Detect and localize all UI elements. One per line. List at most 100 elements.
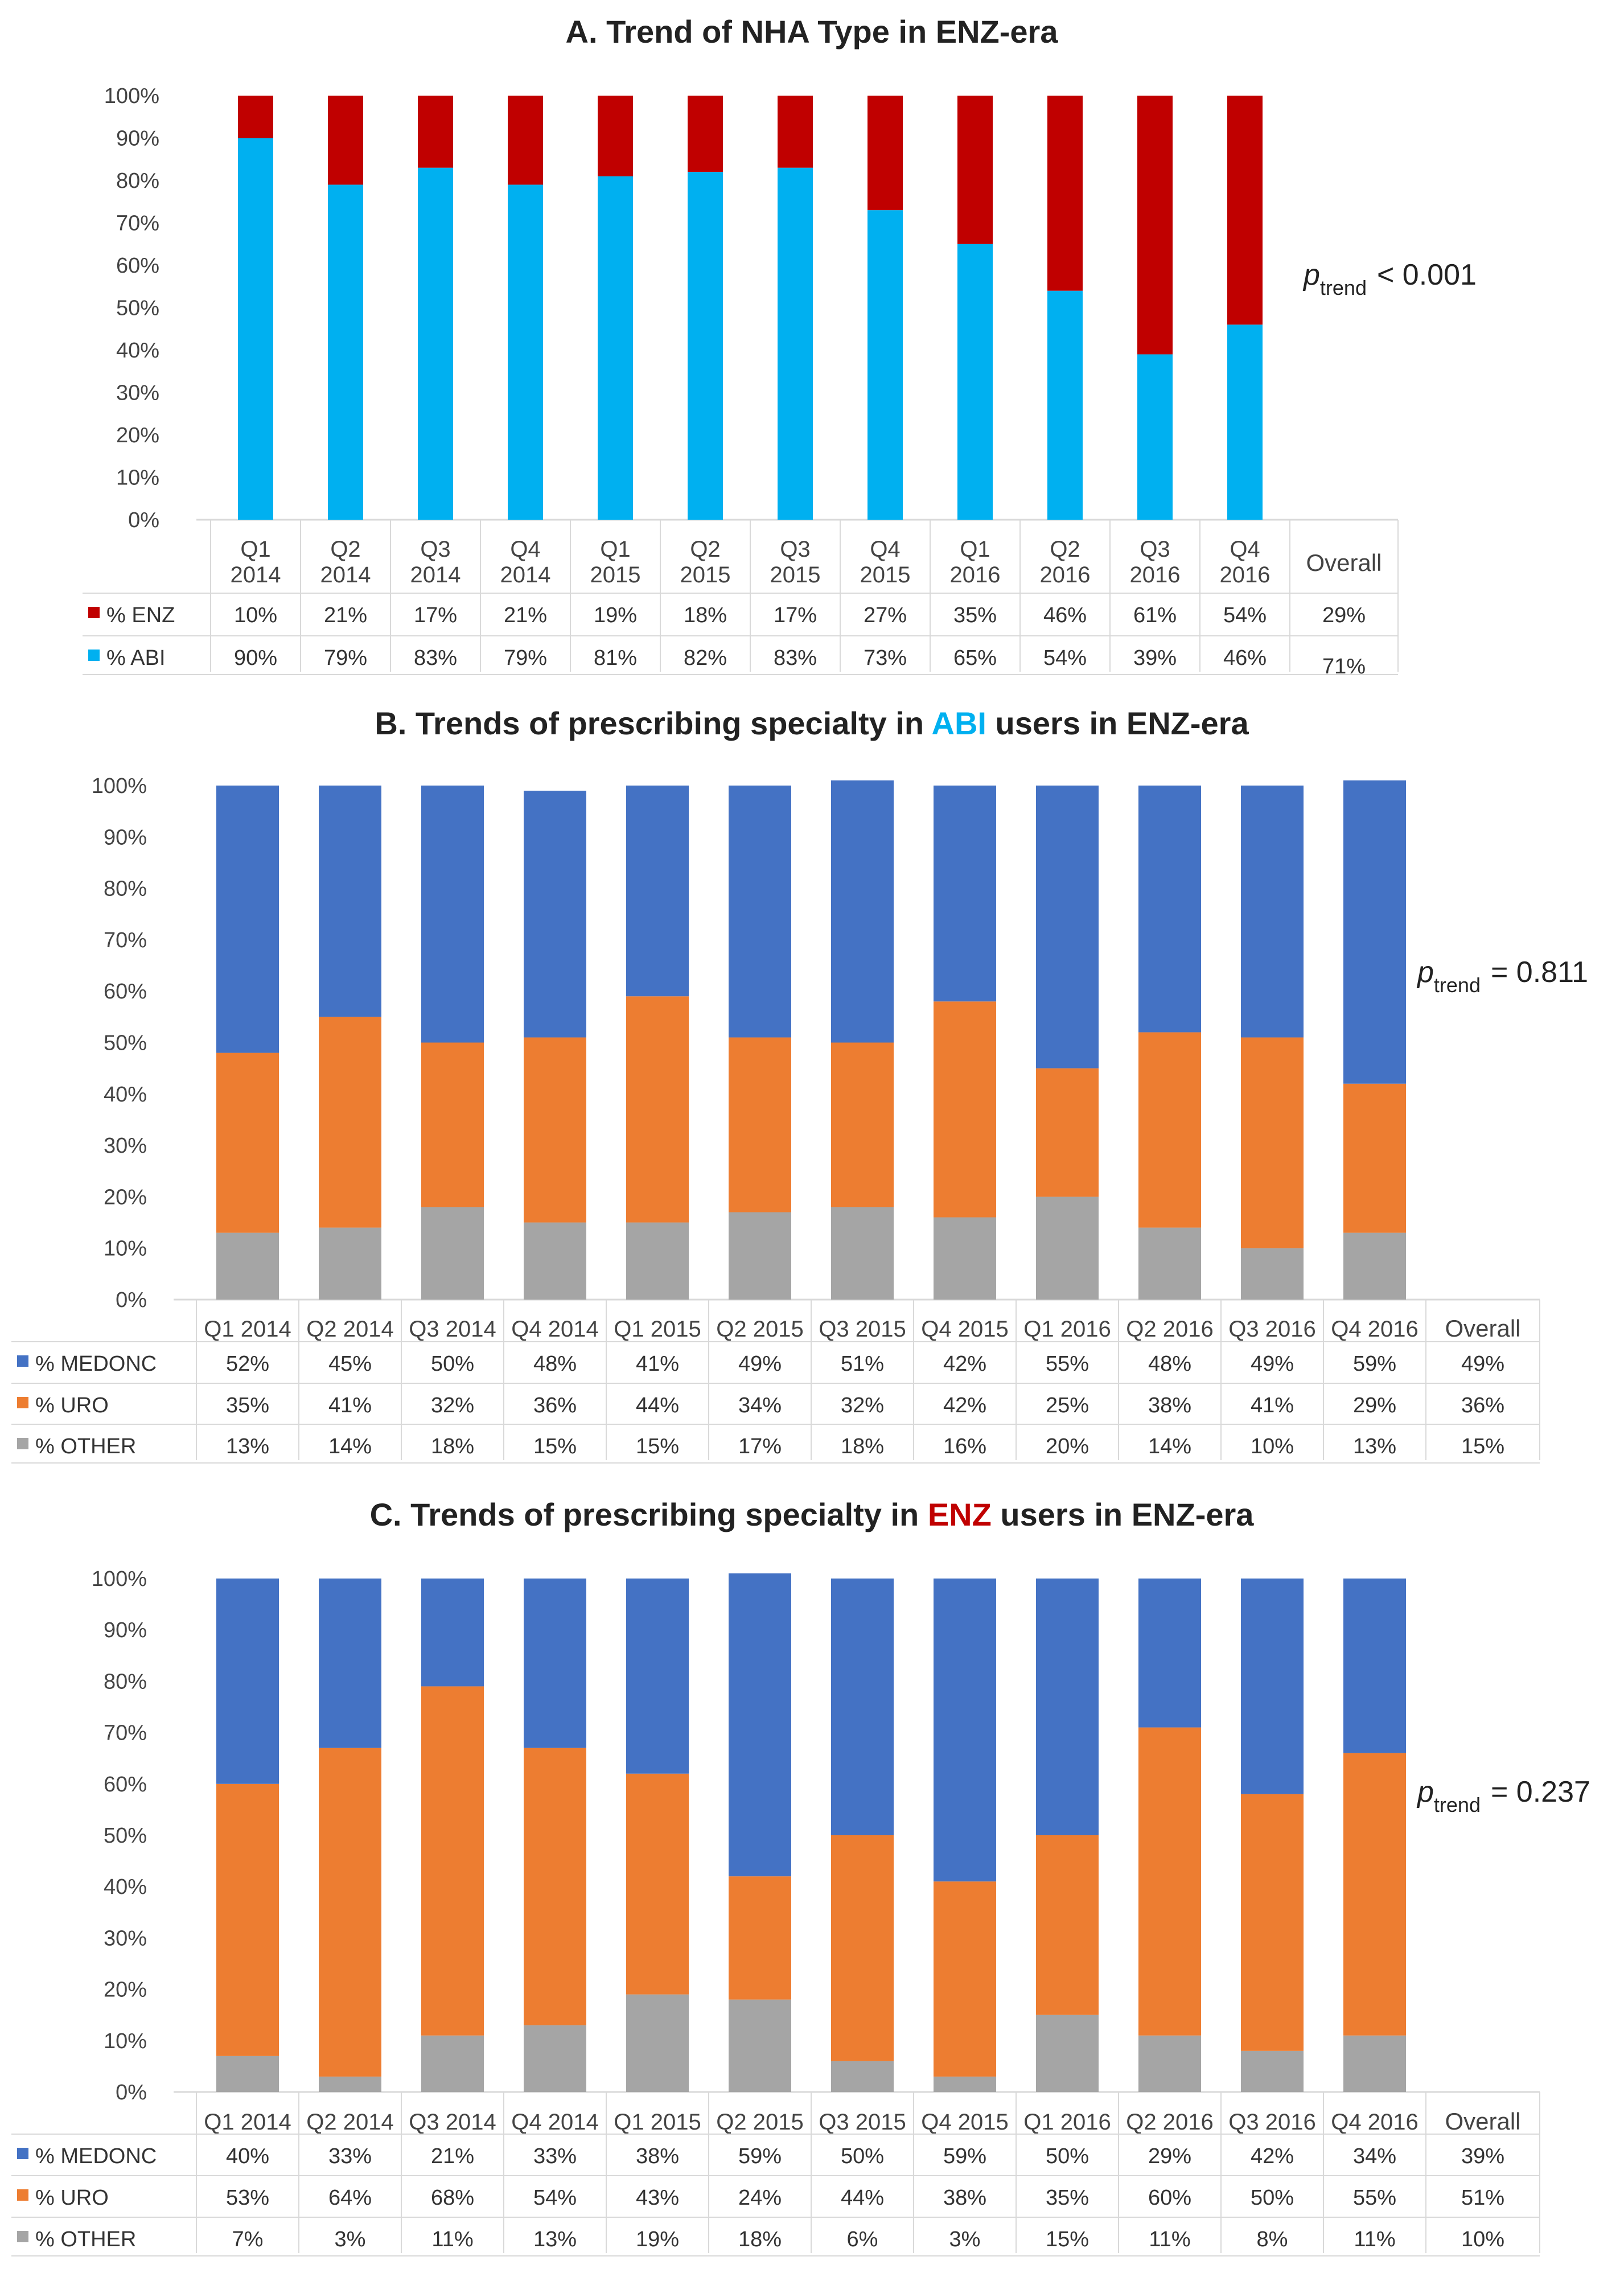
data-label: 19% <box>594 603 637 627</box>
data-label: 21% <box>504 603 547 627</box>
category-label: Q1 2016 <box>1023 2110 1111 2135</box>
bar-other <box>319 1227 381 1300</box>
data-label: 45% <box>328 1352 372 1376</box>
bar-medonc <box>524 1579 586 1748</box>
y-tick-label: 0% <box>116 2081 147 2105</box>
bar-other <box>1138 2035 1201 2092</box>
overall-value: 29% <box>1322 603 1366 627</box>
data-label: 49% <box>1251 1352 1294 1376</box>
bar-uro <box>1343 1753 1406 2036</box>
category-year-label: 2014 <box>410 562 461 587</box>
data-label: 27% <box>864 603 907 627</box>
bar-uro <box>1138 1032 1201 1228</box>
data-label: 50% <box>1251 2186 1294 2210</box>
bar-enz <box>1227 96 1263 325</box>
category-label: Q4 2014 <box>511 2110 598 2135</box>
data-label: 53% <box>226 2186 269 2210</box>
data-label: 32% <box>431 1394 474 1417</box>
y-tick-label: 10% <box>104 2029 147 2053</box>
data-label: 17% <box>414 603 457 627</box>
data-label: 32% <box>841 1394 884 1417</box>
y-tick-label: 60% <box>116 254 159 278</box>
p-trend-subscript: trend <box>1434 1793 1481 1816</box>
bar-other <box>421 2035 484 2092</box>
category-label: Q4 2016 <box>1331 1317 1418 1342</box>
data-label: 52% <box>226 1352 269 1376</box>
bar-uro <box>626 1773 689 1995</box>
legend-label: % URO <box>35 2186 109 2210</box>
bar-enz <box>778 96 813 168</box>
bar-abi <box>1047 290 1083 520</box>
chart-title: A. Trend of NHA Type in ENZ-era <box>566 14 1059 50</box>
chart-b: B. Trends of prescribing specialty in AB… <box>11 705 1588 1464</box>
data-label: 35% <box>226 1394 269 1417</box>
data-label: 35% <box>1046 2186 1089 2210</box>
legend-key <box>17 2148 28 2159</box>
bar-medonc <box>1241 1579 1304 1794</box>
data-label: 10% <box>1251 1435 1294 1458</box>
y-tick-label: 60% <box>104 1773 147 1797</box>
category-label: Q1 2014 <box>204 2110 291 2135</box>
category-year-label: 2015 <box>860 562 911 587</box>
data-label: 29% <box>1148 2144 1191 2168</box>
category-year-label: 2016 <box>1130 562 1181 587</box>
chart-title-part: users in ENZ-era <box>992 1497 1254 1532</box>
bar-other <box>524 1222 586 1300</box>
data-label: 83% <box>414 646 457 670</box>
bar-enz <box>957 96 993 244</box>
y-tick-label: 90% <box>104 1618 147 1642</box>
data-label: 54% <box>1223 603 1267 627</box>
data-label: 68% <box>431 2186 474 2210</box>
p-trend-annotation: ptrend = 0.237 <box>1416 1775 1590 1816</box>
legend-key <box>17 2189 28 2201</box>
legend-label: % MEDONC <box>35 1352 157 1376</box>
bar-uro <box>934 1001 996 1218</box>
y-tick-label: 100% <box>92 1567 147 1591</box>
y-tick-label: 30% <box>104 1134 147 1158</box>
data-label: 50% <box>841 2144 884 2168</box>
data-label: 21% <box>324 603 367 627</box>
category-label: Q2 2014 <box>306 2110 393 2135</box>
p-trend-symbol: p <box>1416 1775 1434 1808</box>
legend-label: % OTHER <box>35 1435 136 1458</box>
data-label: 65% <box>953 646 997 670</box>
bar-enz <box>867 96 903 211</box>
category-label: Q1 <box>600 537 630 562</box>
bar-enz <box>1137 96 1173 355</box>
overall-header: Overall <box>1445 2108 1520 2135</box>
legend-key <box>17 1397 28 1408</box>
chart-a: A. Trend of NHA Type in ENZ-era 0% 10% 20% 3… <box>83 14 1477 679</box>
data-label: 40% <box>226 2144 269 2168</box>
y-tick-label: 70% <box>104 1721 147 1745</box>
data-label: 17% <box>738 1435 782 1458</box>
category-label: Q1 2015 <box>614 1317 701 1342</box>
p-trend-annotation: ptrend < 0.001 <box>1302 258 1477 299</box>
data-label: 38% <box>636 2144 679 2168</box>
category-label: Q1 2015 <box>614 2110 701 2135</box>
data-label: 61% <box>1133 603 1177 627</box>
category-label: Q2 <box>690 537 720 562</box>
data-label: 16% <box>943 1435 986 1458</box>
bar-uro <box>216 1053 279 1233</box>
data-label: 51% <box>841 1352 884 1376</box>
data-label: 44% <box>636 1394 679 1417</box>
bar-abi <box>688 172 723 520</box>
bar-uro <box>1241 1794 1304 2051</box>
overall-value: 49% <box>1461 1352 1504 1376</box>
data-label: 59% <box>738 2144 782 2168</box>
bar-other <box>524 2025 586 2092</box>
data-label: 50% <box>1046 2144 1089 2168</box>
category-label: Q4 2014 <box>511 1317 598 1342</box>
data-label: 55% <box>1353 2186 1396 2210</box>
data-label: 79% <box>504 646 547 670</box>
bar-other <box>1241 2050 1304 2092</box>
data-label: 46% <box>1043 603 1087 627</box>
legend-key <box>88 650 100 661</box>
chart-c: C. Trends of prescribing specialty in EN… <box>11 1497 1590 2256</box>
data-label: 34% <box>1353 2144 1396 2168</box>
category-label: Q4 2015 <box>921 1317 1008 1342</box>
bar-uro <box>1036 1068 1099 1197</box>
data-label: 39% <box>1133 646 1177 670</box>
bar-medonc <box>1343 1579 1406 1753</box>
y-tick-label: 80% <box>104 1670 147 1694</box>
